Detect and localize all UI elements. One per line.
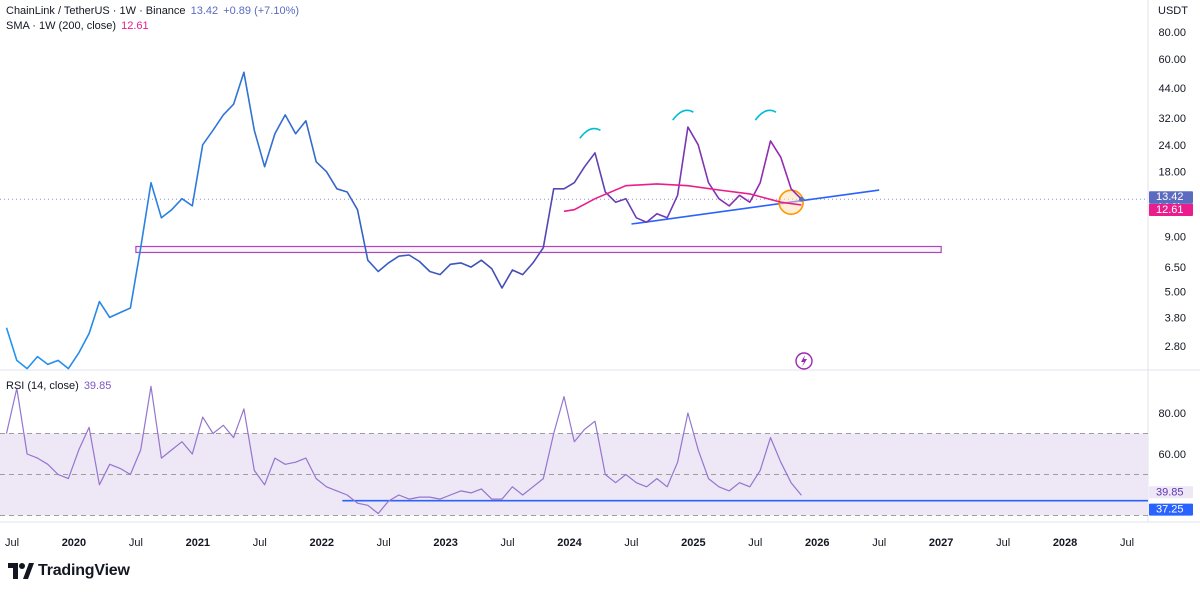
legend-sma: SMA · 1W (200, close) 12.61 xyxy=(6,20,151,32)
time-axis-tick-label: Jul xyxy=(5,537,19,549)
time-axis-tick-label: 2021 xyxy=(186,537,210,549)
currency-label: USDT xyxy=(1158,5,1188,17)
rsi-axis-tick-label: 60.00 xyxy=(1158,449,1186,461)
rsi-support-badge-text: 37.25 xyxy=(1156,504,1184,516)
price-axis-tick-label: 24.00 xyxy=(1158,140,1186,152)
price-axis-tick-label: 2.80 xyxy=(1165,341,1186,353)
time-axis-tick-label: Jul xyxy=(377,537,391,549)
sma-value: 12.61 xyxy=(121,20,149,32)
legend-symbol: ChainLink / TetherUS · 1W · Binance 13.4… xyxy=(6,5,301,17)
time-axis-tick-label: Jul xyxy=(1120,537,1134,549)
support-zone-box xyxy=(135,245,942,254)
legend-rsi: RSI (14, close) 39.85 xyxy=(6,380,113,392)
rsi-label: RSI (14, close) xyxy=(6,380,79,392)
annotations xyxy=(135,109,1148,502)
symbol-label: ChainLink / TetherUS · 1W · Binance xyxy=(6,5,186,17)
tradingview-logo-text: TradingView xyxy=(38,562,130,579)
rsi-value: 39.85 xyxy=(83,380,112,392)
sma-line xyxy=(563,183,802,213)
rsi-line xyxy=(5,385,802,515)
rsi-badge-text: 39.85 xyxy=(1156,486,1184,498)
time-axis-tick-label: 2022 xyxy=(309,537,333,549)
time-axis-tick-label: 2023 xyxy=(433,537,457,549)
tradingview-logo: TradingView xyxy=(8,560,130,582)
series xyxy=(5,71,804,515)
legend-price: 13.42 xyxy=(190,5,219,17)
last-price-dot xyxy=(798,196,804,202)
time-axis-tick-label: 2024 xyxy=(557,537,582,549)
price-axis-tick-label: 9.00 xyxy=(1165,232,1186,244)
price-axis-tick-label: 44.00 xyxy=(1158,83,1186,95)
time-axis-tick-label: Jul xyxy=(996,537,1010,549)
legend-change: +0.89 (+7.10%) xyxy=(223,5,300,17)
price-badge: 13.42 xyxy=(1149,191,1193,204)
time-axis-tick-label: 2020 xyxy=(62,537,86,549)
time-axis-tick-label: Jul xyxy=(129,537,143,549)
price-axis-tick-label: 80.00 xyxy=(1158,27,1186,39)
price-axis-tick-label: 32.00 xyxy=(1158,113,1186,125)
tradingview-logo-icon xyxy=(8,563,34,579)
time-axis-tick-label: 2028 xyxy=(1053,537,1077,549)
price-axis-tick-label: 60.00 xyxy=(1158,54,1186,66)
price-axis-tick-label: 3.80 xyxy=(1165,312,1186,324)
price-badge-bg xyxy=(1149,191,1193,204)
peak-arc xyxy=(754,109,777,121)
time-axis-tick-label: 2026 xyxy=(805,537,829,549)
rsi-support-badge: 37.25 xyxy=(1149,503,1193,516)
peak-arc xyxy=(579,127,601,139)
time-axis-tick-label: Jul xyxy=(872,537,886,549)
price-badge-text: 13.42 xyxy=(1156,191,1184,203)
time-axis-tick-label: Jul xyxy=(253,537,267,549)
price-axis-tick-label: 5.00 xyxy=(1165,287,1186,299)
rsi-support-badge-bg xyxy=(1149,503,1193,516)
sma-badge: 12.61 xyxy=(1149,204,1193,217)
rsi-axis-tick-label: 80.00 xyxy=(1158,408,1186,420)
sma-badge-bg xyxy=(1149,204,1193,217)
sma-label: SMA · 1W (200, close) xyxy=(6,20,117,32)
price-axis-tick-label: 6.50 xyxy=(1165,262,1186,274)
axes: 80.00 60.00 44.00 32.00 24.00 18.00 9.00 6.50 5.… xyxy=(5,27,1186,549)
time-axis-tick-label: 2027 xyxy=(929,537,953,549)
time-axis-tick-label: Jul xyxy=(624,537,638,549)
sma-badge-text: 12.61 xyxy=(1156,204,1184,216)
time-axis-tick-label: 2025 xyxy=(681,537,705,549)
rsi-band xyxy=(0,433,1148,516)
rising-trendline xyxy=(631,189,880,225)
time-axis-tick-label: Jul xyxy=(501,537,515,549)
peak-arc xyxy=(672,109,694,121)
lightning-icon-bolt xyxy=(801,355,807,367)
price-line xyxy=(5,71,802,370)
gridlines xyxy=(0,0,1200,523)
rsi-badge: 39.85 xyxy=(1149,486,1193,499)
rsi-badge-bg xyxy=(1149,486,1193,499)
lightning-icon xyxy=(795,352,813,370)
price-axis-tick-label: 18.00 xyxy=(1158,167,1186,179)
time-axis-tick-label: Jul xyxy=(748,537,762,549)
